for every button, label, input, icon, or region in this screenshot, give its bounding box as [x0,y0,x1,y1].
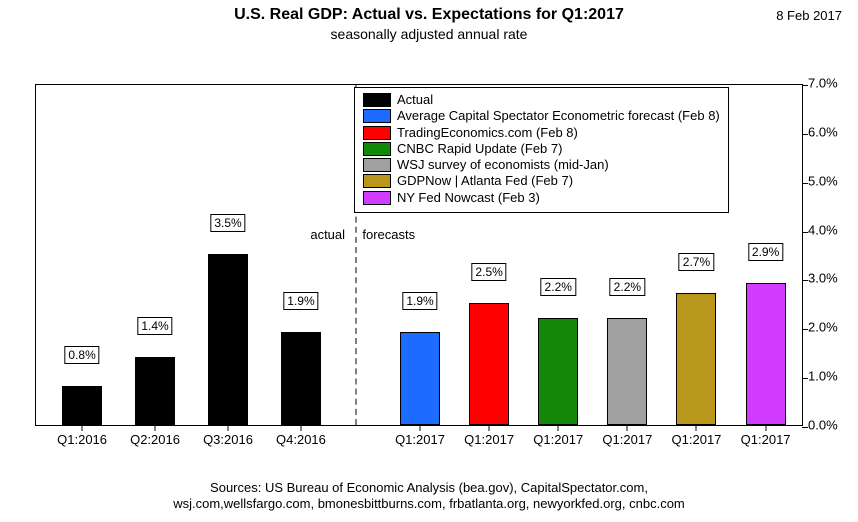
chart-subtitle: seasonally adjusted annual rate [0,26,858,42]
xtick-mark [155,425,156,431]
xtick-mark [420,425,421,431]
legend-row: GDPNow | Atlanta Fed (Feb 7) [363,173,720,189]
bar [400,332,440,425]
legend-label: WSJ survey of economists (mid-Jan) [397,157,609,173]
xtick-mark [300,425,301,431]
legend-row: NY Fed Nowcast (Feb 3) [363,190,720,206]
bar-value-label: 2.7% [679,253,714,271]
bar [135,357,175,425]
legend-label: TradingEconomics.com (Feb 8) [397,125,578,141]
bar-value-label: 2.5% [471,263,506,281]
x-category-label: Q1:2017 [602,432,652,447]
chart-container: U.S. Real GDP: Actual vs. Expectations f… [0,0,858,522]
bar-value-label: 1.9% [402,292,437,310]
xtick-mark [82,425,83,431]
ytick-label: 5.0% [808,173,854,188]
legend-swatch [363,93,391,107]
xtick-mark [627,425,628,431]
bar-value-label: 2.9% [748,243,783,261]
chart-sources: Sources: US Bureau of Economic Analysis … [0,480,858,513]
xtick-mark [765,425,766,431]
sources-line-2: wsj.com,wellsfargo.com, bmonesbittburns.… [0,496,858,512]
legend-row: TradingEconomics.com (Feb 8) [363,125,720,141]
ytick-label: 1.0% [808,369,854,384]
legend-label: Average Capital Spectator Econometric fo… [397,108,720,124]
legend-label: GDPNow | Atlanta Fed (Feb 7) [397,173,573,189]
x-category-label: Q1:2017 [464,432,514,447]
ytick-label: 0.0% [808,418,854,433]
section-label-forecasts: forecasts [362,227,415,242]
x-category-label: Q1:2016 [57,432,107,447]
legend-row: Actual [363,92,720,108]
legend-label: Actual [397,92,433,108]
sources-line-1: Sources: US Bureau of Economic Analysis … [0,480,858,496]
xtick-mark [489,425,490,431]
bar [607,318,647,425]
x-category-label: Q4:2016 [276,432,326,447]
legend-swatch [363,174,391,188]
legend: ActualAverage Capital Spectator Economet… [354,87,729,213]
legend-label: NY Fed Nowcast (Feb 3) [397,190,540,206]
bar-value-label: 1.4% [137,317,172,335]
x-category-label: Q1:2017 [533,432,583,447]
legend-row: Average Capital Spectator Econometric fo… [363,108,720,124]
legend-swatch [363,142,391,156]
ytick-label: 7.0% [808,76,854,91]
bar [469,303,509,425]
bar-value-label: 0.8% [64,346,99,364]
legend-row: WSJ survey of economists (mid-Jan) [363,157,720,173]
legend-swatch [363,109,391,123]
bar [538,318,578,425]
legend-swatch [363,158,391,172]
chart-title: U.S. Real GDP: Actual vs. Expectations f… [0,6,858,24]
bar [62,386,102,425]
ytick-label: 2.0% [808,320,854,335]
x-category-label: Q3:2016 [203,432,253,447]
bar-value-label: 1.9% [283,292,318,310]
legend-label: CNBC Rapid Update (Feb 7) [397,141,562,157]
xtick-mark [228,425,229,431]
bar [746,283,786,425]
bar [281,332,321,425]
xtick-mark [558,425,559,431]
bar [208,254,248,425]
ytick-label: 6.0% [808,124,854,139]
ytick-label: 4.0% [808,222,854,237]
legend-swatch [363,191,391,205]
bar-value-label: 2.2% [541,278,576,296]
bar [676,293,716,425]
legend-swatch [363,126,391,140]
x-category-label: Q1:2017 [395,432,445,447]
legend-row: CNBC Rapid Update (Feb 7) [363,141,720,157]
chart-date: 8 Feb 2017 [776,8,842,23]
bar-value-label: 2.2% [610,278,645,296]
x-category-label: Q1:2017 [672,432,722,447]
plot-area: 0.8% 1.4% 3.5% 1.9% 1.9% 2.5% 2.2% 2.2% 2.7% 2.9%… [35,84,803,426]
x-category-label: Q1:2017 [741,432,791,447]
x-category-label: Q2:2016 [130,432,180,447]
xtick-mark [696,425,697,431]
section-label-actual: actual [310,227,345,242]
bar-value-label: 3.5% [210,214,245,232]
ytick-label: 3.0% [808,271,854,286]
